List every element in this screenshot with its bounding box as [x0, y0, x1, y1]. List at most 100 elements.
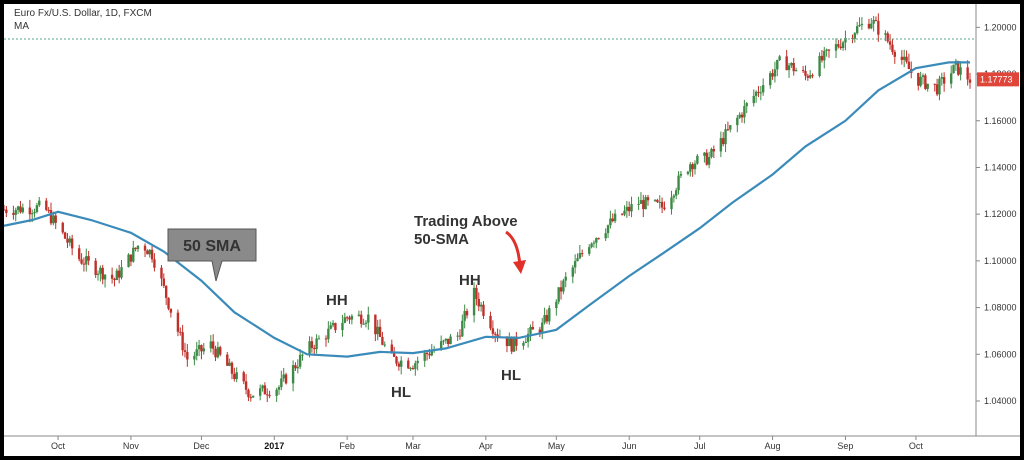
- candle-body: [693, 163, 697, 170]
- candle-body: [625, 206, 629, 211]
- candle-body: [839, 46, 842, 49]
- candle-body: [383, 344, 386, 346]
- candle-body: [308, 341, 311, 355]
- indicator-label: MA: [14, 21, 29, 32]
- candle-body: [33, 212, 36, 214]
- x-tick-label: Jul: [694, 441, 706, 451]
- candle-body: [28, 207, 32, 215]
- candle-body: [294, 365, 297, 369]
- candle-body: [696, 155, 699, 164]
- candle-body: [101, 267, 104, 280]
- candle-body: [68, 238, 72, 243]
- candle-body: [660, 201, 664, 208]
- candle-body: [719, 138, 723, 152]
- candle-body: [811, 75, 814, 77]
- candle-body: [658, 201, 661, 203]
- candle-body: [66, 238, 69, 243]
- candle-body: [251, 395, 255, 398]
- candle-body: [808, 75, 812, 78]
- candle-body: [738, 114, 741, 118]
- candle-body: [195, 349, 198, 356]
- candle-body: [461, 320, 464, 337]
- candle-body: [710, 148, 713, 158]
- candle-body: [442, 340, 445, 342]
- candle-body: [263, 385, 267, 395]
- candle-body: [548, 308, 551, 322]
- candle-body: [745, 103, 748, 107]
- hl-label-1: HL: [391, 384, 411, 401]
- candle-body: [606, 225, 610, 234]
- candle-body: [938, 78, 941, 95]
- candle-body: [505, 336, 509, 347]
- candle-body: [228, 362, 231, 366]
- candle-body: [428, 354, 431, 356]
- candle-body: [164, 285, 168, 298]
- candle-body: [529, 326, 532, 334]
- candle-body: [792, 62, 795, 72]
- candle-body: [12, 212, 15, 215]
- y-tick-label: 1.14000: [984, 162, 1017, 172]
- candle-body: [794, 70, 798, 72]
- candle-body: [630, 204, 633, 212]
- axes-layer: 1.200001.180001.160001.140001.120001.100…: [4, 4, 1020, 451]
- candle-body: [310, 341, 314, 349]
- candle-body: [244, 381, 248, 390]
- candle-body: [357, 314, 361, 316]
- x-tick-label: Aug: [765, 441, 781, 451]
- last-price-tag: [977, 72, 1019, 87]
- candle-body: [82, 263, 86, 265]
- candle-body: [545, 315, 549, 322]
- candle-body: [324, 338, 328, 340]
- candle-body: [214, 348, 217, 358]
- candle-body: [726, 129, 730, 131]
- candle-body: [543, 315, 546, 323]
- candle-body: [968, 79, 972, 83]
- x-tick-label: Jun: [622, 441, 637, 451]
- candle-body: [4, 209, 6, 211]
- x-tick-label: May: [548, 441, 566, 451]
- candle-body: [54, 215, 57, 223]
- x-tick-label: Apr: [479, 441, 493, 451]
- candle-body: [439, 341, 443, 350]
- candle-body: [557, 287, 560, 302]
- candle-body: [160, 267, 163, 279]
- candle-body: [94, 260, 97, 276]
- candle-body: [609, 218, 612, 226]
- candle-body: [860, 23, 864, 26]
- hh-label-1: HH: [326, 292, 348, 309]
- candle-body: [754, 91, 758, 96]
- candle-body: [510, 337, 513, 352]
- candle-body: [99, 267, 102, 274]
- candle-body: [247, 389, 250, 398]
- candle-body: [935, 84, 939, 95]
- candle-body: [522, 342, 525, 346]
- candle-body: [639, 200, 643, 204]
- candle-body: [801, 70, 805, 72]
- trading-arrow-head: [513, 260, 526, 274]
- hh-label-2: HH: [459, 272, 481, 289]
- candle-body: [637, 203, 640, 205]
- candle-body: [397, 363, 401, 367]
- candle-body: [167, 297, 170, 309]
- candle-body: [331, 323, 335, 326]
- candle-body: [705, 152, 708, 165]
- candle-body: [78, 248, 81, 260]
- candle-body: [193, 355, 196, 360]
- candle-body: [787, 65, 791, 71]
- candle-body: [96, 273, 100, 276]
- x-tick-label: Nov: [123, 441, 140, 451]
- candle-body: [395, 356, 398, 364]
- candle-body: [689, 164, 692, 172]
- candle-body: [712, 148, 716, 152]
- candle-body: [707, 157, 711, 165]
- candle-body: [35, 205, 39, 213]
- candle-body: [592, 242, 596, 244]
- candle-body: [430, 351, 433, 356]
- candle-body: [778, 56, 781, 60]
- candle-body: [562, 280, 565, 292]
- candle-body: [87, 256, 90, 261]
- candle-body: [891, 44, 894, 52]
- candle-body: [219, 347, 222, 355]
- candle-body: [837, 44, 840, 47]
- candle-body: [677, 175, 680, 191]
